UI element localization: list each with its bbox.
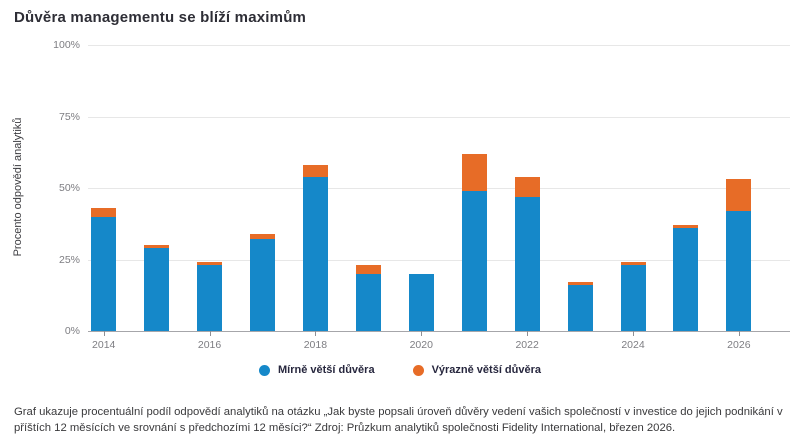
bar-2017-mirne — [249, 239, 275, 331]
x-tick — [633, 331, 634, 336]
x-tick — [209, 331, 211, 336]
gridline — [88, 45, 790, 46]
bar-2022-mirne — [514, 196, 540, 331]
bar-2026-vyrazne — [726, 179, 752, 211]
legend-label: Výrazně větší důvěra — [431, 364, 542, 376]
x-tick — [421, 331, 423, 336]
bar-2024-mirne — [620, 265, 646, 331]
x-tick-label: 2024 — [621, 339, 645, 351]
bar-2021-mirne — [461, 190, 487, 331]
bar-2025-mirne — [673, 228, 699, 331]
x-tick — [103, 331, 105, 336]
x-tick — [315, 331, 317, 336]
bar-2023-vyrazne — [567, 282, 593, 286]
y-tick-label: 75% — [58, 111, 80, 123]
x-tick-label: 2026 — [727, 339, 751, 351]
bar-2014-mirne — [91, 216, 117, 331]
x-tick-label: 2014 — [92, 339, 116, 351]
x-tick-label: 2020 — [409, 339, 433, 351]
bar-2016-mirne — [197, 265, 223, 331]
legend-dot-icon — [258, 364, 270, 376]
bar-2020-mirne — [408, 273, 434, 331]
legend: Mírně větší důvěra Výrazně větší důvěra — [0, 364, 800, 376]
legend-dot-icon — [412, 364, 424, 376]
y-axis-title: Procento odpovědí analytiků — [12, 117, 24, 257]
x-tick — [527, 331, 529, 336]
bar-2019-vyrazne — [355, 265, 381, 274]
bar-2025-vyrazne — [673, 225, 699, 229]
bar-2017-vyrazne — [249, 233, 275, 240]
bar-2021-vyrazne — [461, 153, 487, 191]
x-tick-label: 2018 — [303, 339, 328, 351]
bar-2015-mirne — [144, 248, 170, 331]
y-tick-label: 0% — [64, 325, 80, 337]
gridline — [88, 188, 790, 189]
x-tick-label: 2022 — [515, 339, 539, 351]
bar-2014-vyrazne — [91, 208, 117, 217]
bar-2016-vyrazne — [197, 262, 223, 266]
y-tick-label: 25% — [58, 254, 80, 266]
y-tick-label: 100% — [53, 39, 80, 51]
plot-area: 100% 75% 50% 25% 0% 2014 2016 2018 2020 2022 2024 2… — [53, 39, 790, 351]
y-tick-label: 50% — [58, 182, 80, 194]
x-tick-label: 2016 — [197, 339, 222, 351]
x-tick — [738, 331, 740, 336]
bar-2026-mirne — [726, 210, 752, 331]
x-axis-line — [88, 331, 790, 332]
bar-2023-mirne — [567, 285, 593, 331]
caption: Graf ukazuje procentuální podíl odpovědí… — [14, 406, 783, 434]
bar-2019-mirne — [355, 273, 381, 331]
legend-item-mirne: Mírně větší důvěra — [258, 364, 375, 376]
bar-2015-vyrazne — [144, 245, 170, 249]
bar-2018-mirne — [302, 176, 328, 331]
bar-2024-vyrazne — [620, 262, 646, 266]
gridline — [88, 260, 790, 261]
bar-2022-vyrazne — [514, 176, 540, 197]
bar-2018-vyrazne — [302, 165, 328, 177]
chart-title: Důvěra managementu se blíží maximům — [14, 9, 307, 26]
legend-item-vyrazne: Výrazně větší důvěra — [412, 364, 542, 376]
gridline — [88, 117, 790, 118]
legend-label: Mírně větší důvěra — [277, 364, 375, 376]
